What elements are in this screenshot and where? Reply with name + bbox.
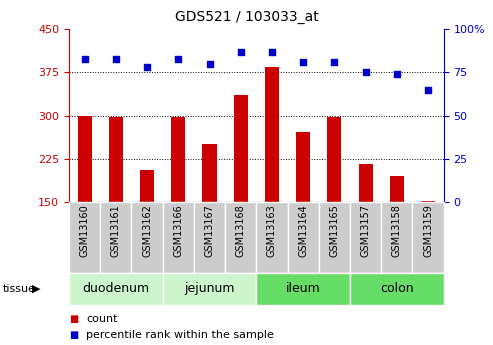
Bar [296,132,310,202]
Bar [256,202,287,273]
Point [393,71,401,77]
Text: GSM13161: GSM13161 [111,204,121,257]
Text: GSM13164: GSM13164 [298,204,308,257]
Point [268,49,276,55]
Point [299,59,307,65]
Bar [381,202,413,273]
Bar [350,202,381,273]
Bar [234,96,248,202]
Bar [390,176,404,202]
Point [112,56,120,61]
Bar [132,202,163,273]
Text: GSM13163: GSM13163 [267,204,277,257]
Text: count: count [86,314,118,324]
Bar [265,67,279,202]
Bar [163,273,256,305]
Bar [194,202,225,273]
Point [81,56,89,61]
Text: ■: ■ [69,314,78,324]
Point [362,70,370,75]
Bar [77,116,92,202]
Point [424,87,432,92]
Bar [350,273,444,305]
Text: percentile rank within the sample: percentile rank within the sample [86,330,274,339]
Text: ▶: ▶ [32,284,40,294]
Point [206,61,213,67]
Bar [358,165,373,202]
Bar [256,273,350,305]
Text: GSM13166: GSM13166 [174,204,183,257]
Bar [287,202,319,273]
Text: GSM13158: GSM13158 [392,204,402,257]
Bar [140,170,154,202]
Bar [171,117,185,202]
Text: GSM13168: GSM13168 [236,204,246,257]
Text: GSM13159: GSM13159 [423,204,433,257]
Bar [413,202,444,273]
Point [143,65,151,70]
Bar [100,202,132,273]
Bar [327,117,342,202]
Bar [319,202,350,273]
Bar [69,202,100,273]
Bar [421,201,435,202]
Text: ■: ■ [69,330,78,339]
Point [237,49,245,55]
Text: GSM13165: GSM13165 [329,204,339,257]
Text: GSM13160: GSM13160 [80,204,90,257]
Bar [203,144,216,202]
Text: jejunum: jejunum [184,283,235,295]
Text: GSM13157: GSM13157 [361,204,371,257]
Bar [225,202,256,273]
Text: ileum: ileum [286,283,320,295]
Point [175,56,182,61]
Text: GSM13162: GSM13162 [142,204,152,257]
Text: tissue: tissue [2,284,35,294]
Bar [109,117,123,202]
Text: GSM13167: GSM13167 [205,204,214,257]
Text: GDS521 / 103033_at: GDS521 / 103033_at [175,10,318,24]
Text: colon: colon [380,283,414,295]
Bar [163,202,194,273]
Point [330,59,338,65]
Bar [69,273,163,305]
Text: duodenum: duodenum [82,283,149,295]
